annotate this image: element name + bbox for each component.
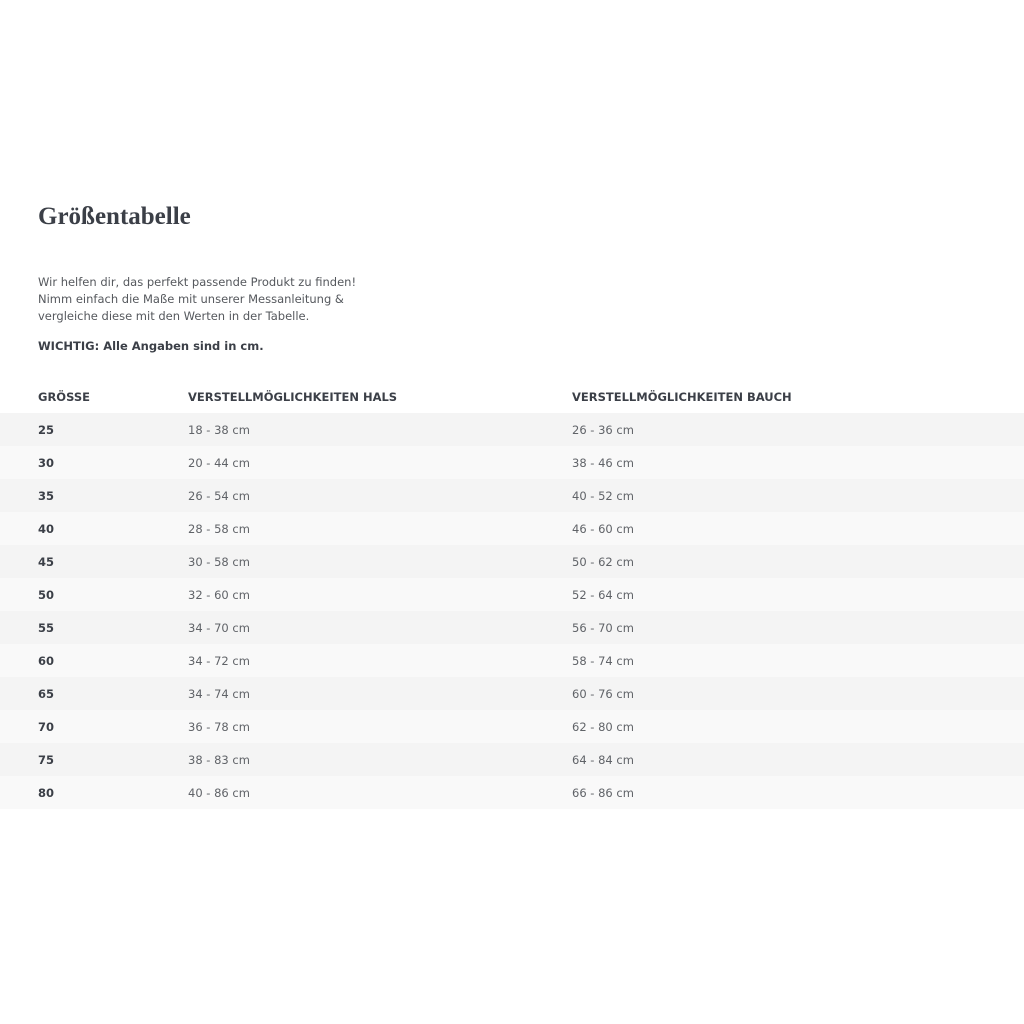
cell-neck: 32 - 60 cm <box>188 587 250 602</box>
table-row: 50 32 - 60 cm 52 - 64 cm <box>0 578 1024 611</box>
table-row: 30 20 - 44 cm 38 - 46 cm <box>0 446 1024 479</box>
intro-text: Wir helfen dir, das perfekt passende Pro… <box>38 274 438 325</box>
cell-belly: 66 - 86 cm <box>572 785 634 800</box>
cell-size: 35 <box>38 488 55 503</box>
cell-size: 40 <box>38 521 55 536</box>
cell-neck: 38 - 83 cm <box>188 752 250 767</box>
table-row: 65 34 - 74 cm 60 - 76 cm <box>0 677 1024 710</box>
cell-belly: 64 - 84 cm <box>572 752 634 767</box>
intro-line: Nimm einfach die Maße mit unserer Messan… <box>38 292 344 306</box>
cell-size: 50 <box>38 587 55 602</box>
cell-size: 30 <box>38 455 55 470</box>
cell-neck: 18 - 38 cm <box>188 422 250 437</box>
intro-line: vergleiche diese mit den Werten in der T… <box>38 309 310 323</box>
cell-size: 80 <box>38 785 55 800</box>
header-size: GRÖSSE <box>38 389 90 404</box>
table-header-row: GRÖSSE VERSTELLMÖGLICHKEITEN HALS VERSTE… <box>0 380 1024 413</box>
cell-belly: 46 - 60 cm <box>572 521 634 536</box>
table-row: 40 28 - 58 cm 46 - 60 cm <box>0 512 1024 545</box>
cell-belly: 40 - 52 cm <box>572 488 634 503</box>
table-row: 75 38 - 83 cm 64 - 84 cm <box>0 743 1024 776</box>
important-note: WICHTIG: Alle Angaben sind in cm. <box>38 339 264 353</box>
cell-neck: 20 - 44 cm <box>188 455 250 470</box>
table-row: 60 34 - 72 cm 58 - 74 cm <box>0 644 1024 677</box>
cell-belly: 50 - 62 cm <box>572 554 634 569</box>
table-row: 35 26 - 54 cm 40 - 52 cm <box>0 479 1024 512</box>
cell-neck: 34 - 70 cm <box>188 620 250 635</box>
page-title: Größentabelle <box>38 203 191 230</box>
table-row: 25 18 - 38 cm 26 - 36 cm <box>0 413 1024 446</box>
cell-size: 25 <box>38 422 55 437</box>
cell-belly: 62 - 80 cm <box>572 719 634 734</box>
cell-size: 55 <box>38 620 55 635</box>
cell-neck: 26 - 54 cm <box>188 488 250 503</box>
size-table: GRÖSSE VERSTELLMÖGLICHKEITEN HALS VERSTE… <box>0 380 1024 809</box>
cell-neck: 34 - 72 cm <box>188 653 250 668</box>
cell-neck: 28 - 58 cm <box>188 521 250 536</box>
cell-belly: 38 - 46 cm <box>572 455 634 470</box>
cell-belly: 58 - 74 cm <box>572 653 634 668</box>
header-belly: VERSTELLMÖGLICHKEITEN BAUCH <box>572 389 792 404</box>
cell-neck: 30 - 58 cm <box>188 554 250 569</box>
cell-size: 70 <box>38 719 55 734</box>
table-row: 45 30 - 58 cm 50 - 62 cm <box>0 545 1024 578</box>
cell-belly: 60 - 76 cm <box>572 686 634 701</box>
cell-size: 60 <box>38 653 55 668</box>
header-neck: VERSTELLMÖGLICHKEITEN HALS <box>188 389 398 404</box>
table-row: 80 40 - 86 cm 66 - 86 cm <box>0 776 1024 809</box>
cell-belly: 52 - 64 cm <box>572 587 634 602</box>
cell-size: 65 <box>38 686 55 701</box>
cell-size: 75 <box>38 752 55 767</box>
cell-neck: 34 - 74 cm <box>188 686 250 701</box>
table-row: 55 34 - 70 cm 56 - 70 cm <box>0 611 1024 644</box>
cell-belly: 26 - 36 cm <box>572 422 634 437</box>
table-row: 70 36 - 78 cm 62 - 80 cm <box>0 710 1024 743</box>
intro-line: Wir helfen dir, das perfekt passende Pro… <box>38 275 357 289</box>
cell-belly: 56 - 70 cm <box>572 620 634 635</box>
cell-neck: 36 - 78 cm <box>188 719 250 734</box>
cell-size: 45 <box>38 554 55 569</box>
cell-neck: 40 - 86 cm <box>188 785 250 800</box>
